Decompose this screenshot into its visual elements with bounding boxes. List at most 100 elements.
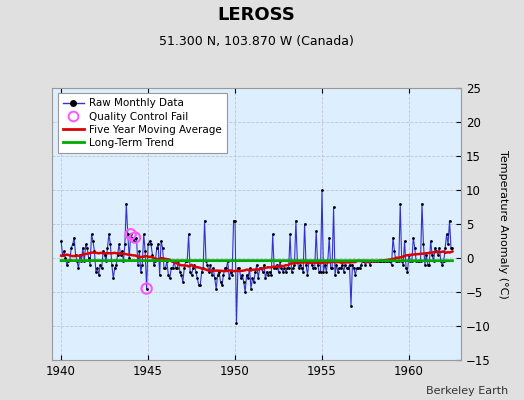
Point (332, 262, 341, 268)
Point (377, 258, 386, 265)
Point (271, 265, 280, 271)
Point (228, 272, 236, 278)
Point (343, 265, 351, 271)
Point (266, 268, 274, 275)
Point (84, 255, 93, 261)
Point (122, 200, 130, 207)
Point (188, 272, 196, 278)
Point (318, 187, 326, 193)
Point (69, 241, 77, 248)
Point (134, 262, 142, 268)
Point (83, 244, 91, 251)
Point (444, 241, 452, 248)
Point (199, 265, 208, 271)
Point (368, 258, 377, 265)
Point (215, 268, 223, 275)
Point (341, 262, 350, 268)
Point (216, 278, 225, 285)
Point (389, 234, 397, 241)
Point (101, 251, 109, 258)
Point (440, 258, 448, 265)
Point (194, 282, 203, 288)
Point (257, 265, 265, 271)
Point (406, 258, 414, 265)
Point (169, 265, 177, 271)
Point (126, 231, 135, 237)
Point (322, 268, 331, 275)
Point (176, 268, 184, 275)
Point (102, 258, 110, 265)
Point (261, 275, 270, 282)
Point (353, 265, 361, 271)
Point (180, 265, 189, 271)
Point (273, 262, 281, 268)
Point (306, 258, 314, 265)
Point (253, 262, 261, 268)
Point (386, 258, 394, 265)
Point (64, 258, 72, 265)
Point (162, 258, 171, 265)
Point (315, 268, 323, 275)
Point (268, 231, 277, 237)
Point (139, 231, 148, 237)
Point (305, 258, 313, 265)
Point (363, 258, 371, 265)
Point (334, 268, 342, 275)
Point (258, 268, 267, 275)
Point (186, 268, 194, 275)
Point (402, 265, 410, 271)
Point (164, 272, 172, 278)
Point (238, 272, 246, 278)
Point (357, 262, 365, 268)
Point (428, 251, 436, 258)
Point (189, 265, 197, 271)
Point (154, 241, 162, 248)
Point (126, 231, 135, 237)
Point (208, 272, 216, 278)
Point (300, 221, 309, 227)
Point (251, 268, 259, 275)
Point (143, 286, 151, 292)
Point (243, 272, 251, 278)
Point (309, 265, 318, 271)
Point (196, 282, 204, 288)
Point (380, 258, 388, 265)
Point (328, 265, 336, 271)
Point (170, 258, 178, 265)
Point (270, 265, 278, 271)
Point (361, 262, 369, 268)
Point (131, 234, 139, 241)
Point (348, 262, 357, 268)
Point (434, 251, 442, 258)
Point (321, 262, 329, 268)
Point (244, 275, 252, 282)
Point (274, 268, 282, 275)
Point (121, 241, 129, 248)
Point (286, 231, 294, 237)
Point (445, 218, 454, 224)
Point (289, 265, 297, 271)
Point (92, 268, 100, 275)
Point (231, 218, 239, 224)
Point (193, 275, 202, 282)
Point (157, 238, 165, 244)
Point (222, 265, 231, 271)
Point (137, 268, 145, 275)
Point (160, 265, 168, 271)
Point (422, 251, 431, 258)
Point (125, 255, 134, 261)
Point (225, 275, 233, 282)
Point (99, 248, 107, 254)
Point (202, 258, 210, 265)
Point (150, 262, 158, 268)
Point (381, 258, 390, 265)
Point (218, 282, 226, 288)
Point (264, 272, 272, 278)
Point (287, 268, 296, 275)
Point (370, 258, 378, 265)
Point (294, 265, 303, 271)
Point (80, 258, 89, 265)
Point (285, 265, 293, 271)
Point (171, 265, 180, 271)
Point (302, 262, 310, 268)
